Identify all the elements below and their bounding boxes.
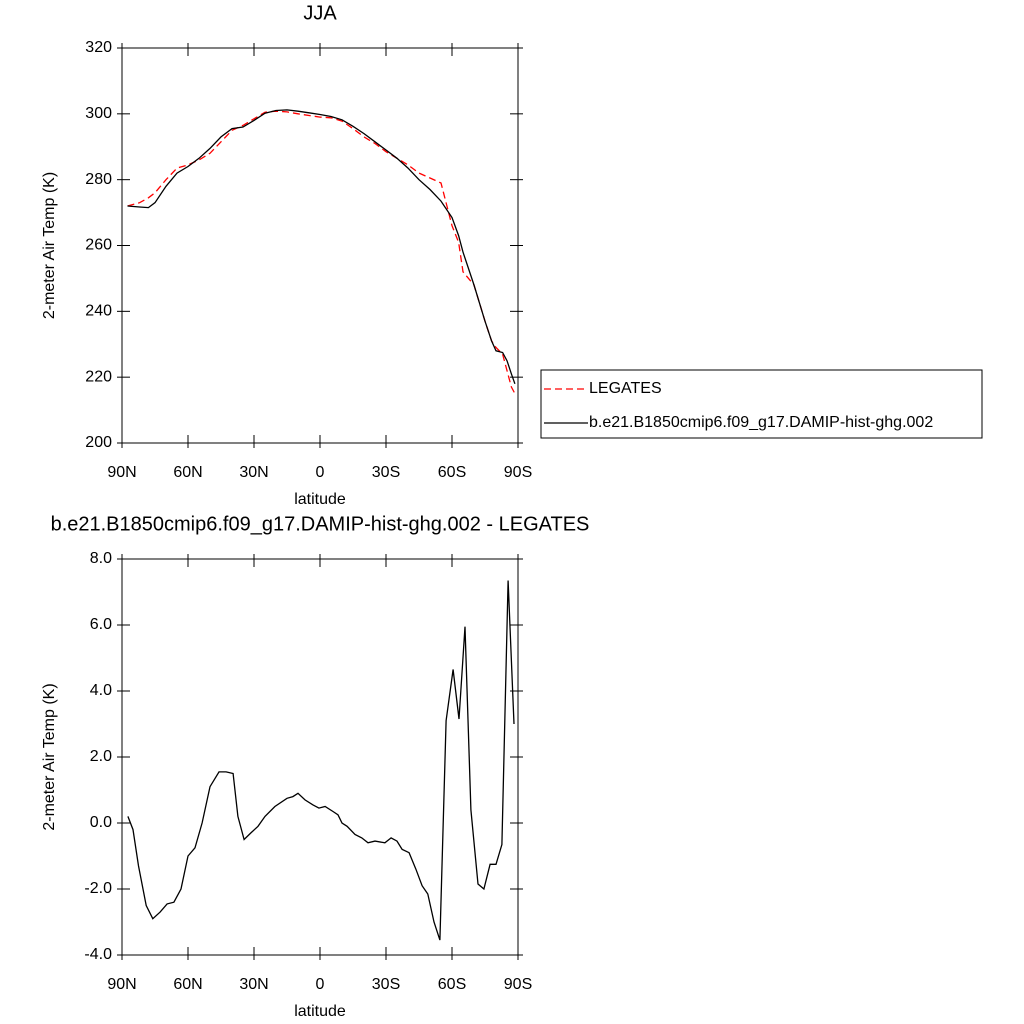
x-tick-label: 90N (107, 976, 136, 993)
x-tick-label: 90S (504, 976, 532, 993)
y-tick-label: 200 (85, 434, 112, 451)
legend-label: LEGATES (589, 380, 662, 397)
y-tick-label: 260 (85, 237, 112, 254)
x-tick-label: 30S (372, 976, 400, 993)
chart-title: JJA (303, 2, 337, 24)
x-tick-label: 30S (372, 464, 400, 481)
y-tick-label: 6.0 (90, 616, 112, 633)
x-axis-title: latitude (294, 1003, 346, 1020)
y-tick-label: -4.0 (84, 946, 112, 963)
plot-frame (121, 558, 519, 956)
x-tick-label: 60S (438, 976, 466, 993)
legend-label: b.e21.B1850cmip6.f09_g17.DAMIP-hist-ghg.… (589, 414, 933, 431)
y-tick-label: 0.0 (90, 814, 112, 831)
y-axis-title: 2-meter Air Temp (K) (41, 683, 58, 830)
x-tick-label: 60N (173, 464, 202, 481)
legend-box (540, 369, 983, 439)
y-tick-label: 2.0 (90, 748, 112, 765)
x-tick-label: 30N (239, 464, 268, 481)
x-tick-label: 90N (107, 464, 136, 481)
x-axis-title: latitude (294, 491, 346, 508)
x-tick-label: 0 (316, 976, 325, 993)
y-tick-label: 300 (85, 105, 112, 122)
x-tick-label: 90S (504, 464, 532, 481)
x-tick-label: 0 (316, 464, 325, 481)
plot-frame (121, 47, 519, 444)
x-tick-label: 60N (173, 976, 202, 993)
y-tick-label: 220 (85, 368, 112, 385)
data-line (127, 109, 516, 385)
y-tick-label: 280 (85, 171, 112, 188)
y-tick-label: 8.0 (90, 550, 112, 567)
y-tick-label: 320 (85, 39, 112, 56)
y-tick-label: 240 (85, 303, 112, 320)
data-line (127, 110, 516, 394)
x-tick-label: 60S (438, 464, 466, 481)
y-tick-label: -2.0 (84, 880, 112, 897)
data-line (127, 580, 515, 941)
x-tick-label: 30N (239, 976, 268, 993)
y-tick-label: 4.0 (90, 682, 112, 699)
chart-title: b.e21.B1850cmip6.f09_g17.DAMIP-hist-ghg.… (51, 513, 590, 535)
y-axis-title: 2-meter Air Temp (K) (41, 172, 58, 319)
